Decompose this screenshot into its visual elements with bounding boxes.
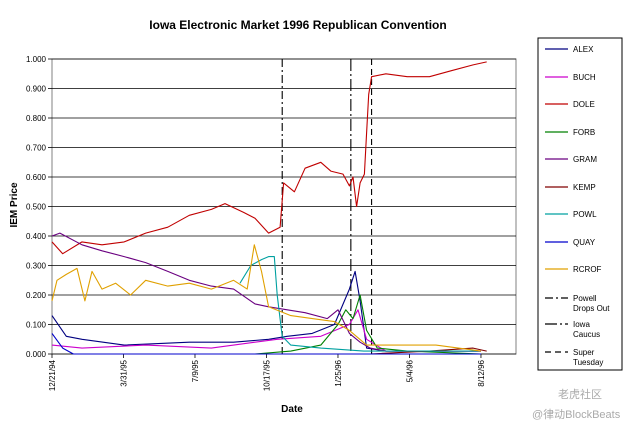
plot-area: 0.000 0.100 0.200 0.300 0.400 0.500 0.600 0.700… [26,55,517,391]
x-tick-label: 12/21/94 [48,359,57,391]
legend-item: BUCH [545,73,596,82]
legend-label: POWL [573,210,597,219]
legend-item: FORB [545,128,595,137]
x-tick-label: 8/12/96 [477,359,486,386]
x-tick-label: 10/17/95 [262,359,271,391]
x-axis-title: Date [281,404,303,415]
legend-item: DOLE [545,100,595,109]
legend-item: ALEX [545,45,594,54]
x-tick-label: 3/31/95 [119,359,128,386]
y-tick-label: 0.700 [26,144,47,153]
series-line-buch [51,309,481,352]
legend-label: RCROF [573,265,602,274]
y-tick-label: 0.100 [26,321,47,330]
series-line-quay [51,333,481,355]
legend-label: QUAY [573,238,596,247]
x-tick-label: 1/25/96 [334,359,343,386]
series-line-gram [51,232,481,352]
watermark-line1: 老虎社区 [558,387,602,401]
series-line-rcrof [51,244,482,352]
y-tick-label: 0.900 [26,85,47,94]
x-tick-label: 5/4/96 [405,359,414,382]
x-tick-label: 7/9/95 [191,359,200,382]
y-tick-label: 0.300 [26,262,47,271]
y-axis-title: IEM Price [9,182,20,227]
legend-label-line: Drops Out [573,304,610,313]
legend-item: QUAY [545,238,596,247]
y-tick-label: 0.000 [26,350,47,359]
y-tick-label: 0.200 [26,291,47,300]
legend-item: KEMP [545,183,596,192]
legend-label-line: Super [573,348,595,357]
y-tick-label: 0.500 [26,203,47,212]
y-tick-label: 0.400 [26,232,47,241]
legend-box [537,37,623,371]
y-tick-label: 0.600 [26,173,47,182]
y-tick-label: 0.800 [26,114,47,123]
legend-label: DOLE [573,100,595,109]
legend-label-line: Tuesday [573,358,603,367]
legend-label: GRAM [573,155,597,164]
legend-label-line: Powell [573,294,597,303]
legend-label: KEMP [573,183,596,192]
series-line-kemp [370,347,487,355]
legend-label: FORB [573,128,595,137]
legend-label-line: Iowa [573,320,590,329]
legend-label: ALEX [573,45,594,54]
series-line-powl [239,256,481,352]
watermark-line2: @律动BlockBeats [532,408,621,421]
legend-item: POWL [545,210,597,219]
legend-item: GRAM [545,155,597,164]
legend-item: RCROF [545,265,602,274]
legend: ALEX BUCH DOLE FORB GRAM KEMP POWL QUAY RCROF Pow… [537,37,623,371]
series-line-dole [51,61,487,255]
y-tick-label: 1.000 [26,55,47,64]
series-line-alex [51,270,481,352]
chart-title: Iowa Electronic Market 1996 Republican C… [149,18,446,32]
legend-label-line: Caucus [573,330,600,339]
watermark: 老虎社区 @律动BlockBeats [532,387,621,421]
legend-label: BUCH [573,73,596,82]
